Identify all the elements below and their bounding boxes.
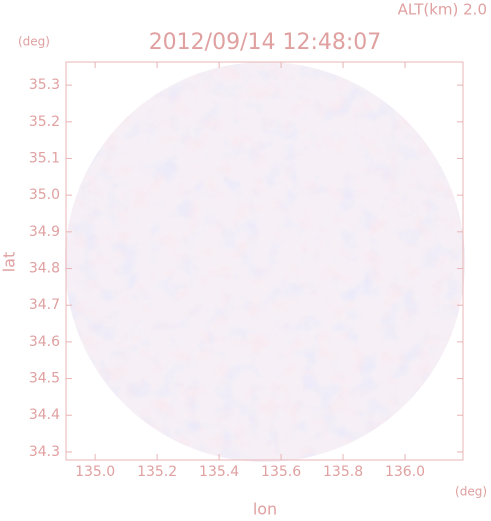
y-tick-label: 34.5 [29,371,60,387]
x-tick-label: 135.2 [137,464,177,480]
x-tick-label: 135.8 [323,464,363,480]
y-tick-label: 34.7 [29,297,60,313]
chart-title: 2012/09/14 12:48:07 [149,30,382,55]
y-tick-label: 35.2 [29,114,60,130]
radar-field [65,62,465,462]
x-axis-label: lon [253,500,277,519]
subtitle: ALT(km) 2.0 [398,1,487,19]
x-unit: (deg) [455,485,487,499]
x-tick-label: 135.4 [199,464,239,480]
y-tick-label: 34.9 [29,224,60,240]
y-tick-label: 34.6 [29,334,60,350]
y-tick-label: 35.0 [29,187,60,203]
y-tick-label: 35.1 [29,150,60,166]
y-unit: (deg) [18,35,50,49]
plot-frame [65,61,464,461]
y-tick-label: 34.8 [29,261,60,277]
y-tick-label: 34.4 [29,407,60,423]
y-tick-label: 35.3 [29,77,60,93]
x-tick-label: 136.0 [385,464,425,480]
y-axis-label: lat [0,252,19,273]
x-tick-label: 135.0 [75,464,115,480]
x-tick-label: 135.6 [261,464,301,480]
y-tick-label: 34.3 [29,444,60,460]
